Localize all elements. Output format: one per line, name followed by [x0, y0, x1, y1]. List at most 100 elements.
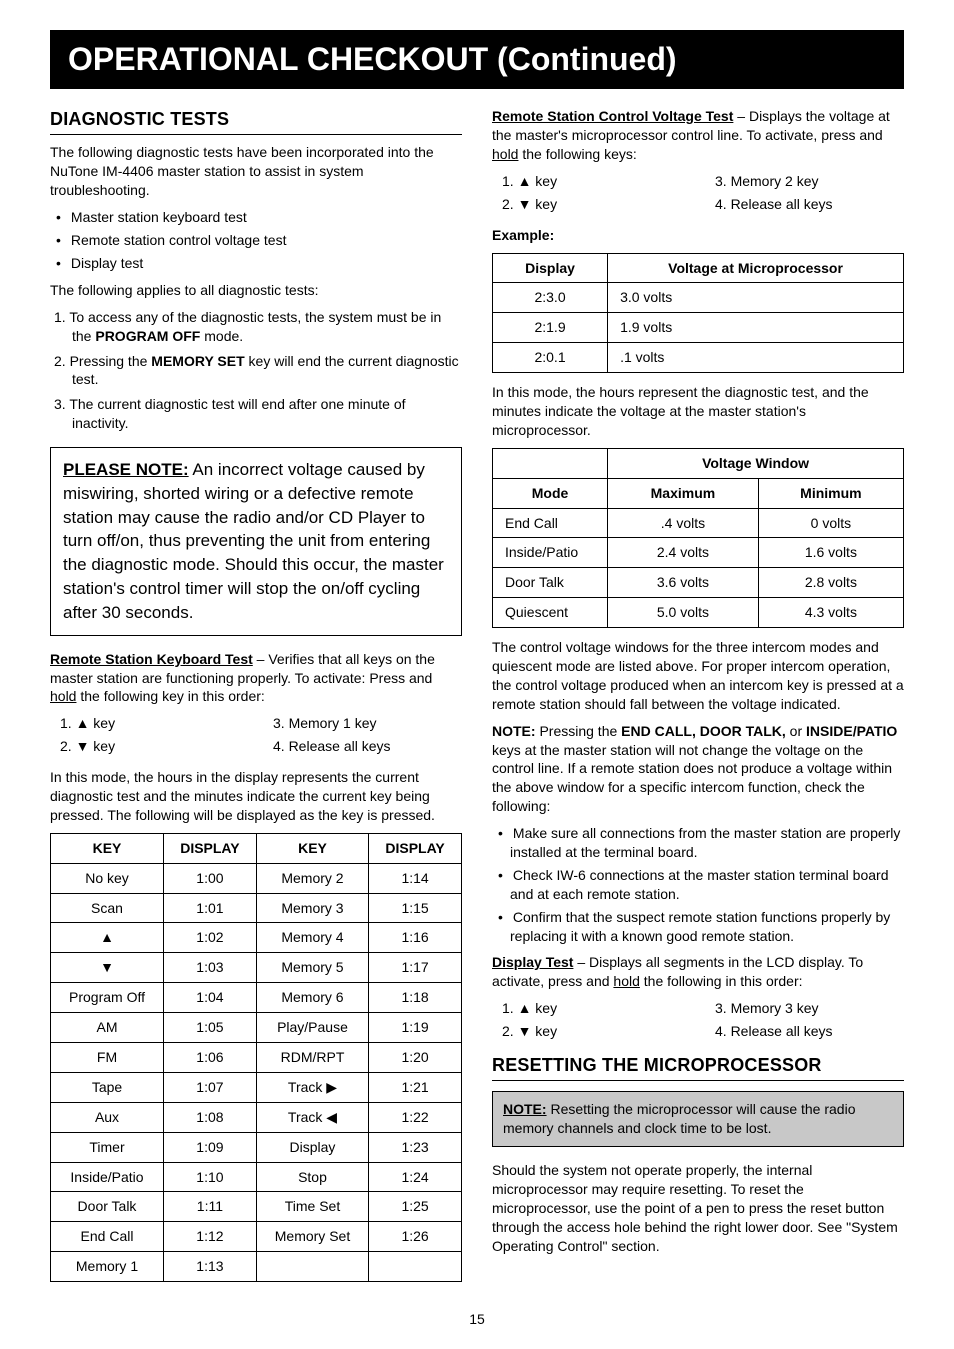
- table-cell: Memory 5: [256, 953, 368, 983]
- table-row: No key1:00Memory 21:14: [51, 863, 462, 893]
- table-cell: Memory 3: [256, 893, 368, 923]
- key-step: 4. Release all keys: [273, 737, 462, 756]
- table-row: 2:1.91.9 volts: [493, 313, 904, 343]
- bold-text: END CALL, DOOR TALK,: [621, 723, 786, 739]
- table-cell: 1:22: [369, 1102, 462, 1132]
- table-cell: Memory 1: [51, 1252, 164, 1282]
- table-cell: 2:1.9: [493, 313, 608, 343]
- table-cell: [256, 1252, 368, 1282]
- table-cell: 1:08: [164, 1102, 257, 1132]
- text: The current diagnostic test will end aft…: [69, 396, 405, 431]
- key-step: 2. ▼ key: [502, 195, 691, 214]
- reset-paragraph: Should the system not operate properly, …: [492, 1161, 904, 1255]
- table-cell: End Call: [493, 508, 608, 538]
- table-row: FM1:06RDM/RPT1:20: [51, 1043, 462, 1073]
- page-banner: OPERATIONAL CHECKOUT (Continued): [50, 30, 904, 89]
- voltage-test-para: Remote Station Control Voltage Test – Di…: [492, 107, 904, 164]
- applies-line: The following applies to all diagnostic …: [50, 281, 462, 300]
- table-cell: 1:18: [369, 983, 462, 1013]
- subsection-title: Remote Station Keyboard Test: [50, 651, 253, 667]
- table-row: ▲1:02Memory 41:16: [51, 923, 462, 953]
- table-cell: Track ◀: [256, 1102, 368, 1132]
- text: keys at the master station will not chan…: [492, 742, 892, 815]
- table-cell: 1:03: [164, 953, 257, 983]
- diagnostic-tests-heading: Diagnostic Tests: [50, 107, 462, 135]
- table-cell: 1:24: [369, 1162, 462, 1192]
- table-cell: 1:05: [164, 1013, 257, 1043]
- table-cell: 1:09: [164, 1132, 257, 1162]
- key-step: 1. ▲ key: [60, 714, 249, 733]
- subsection-title: Remote Station Control Voltage Test: [492, 108, 733, 124]
- table-cell: 2.4 volts: [608, 538, 759, 568]
- table-cell: 2.8 volts: [758, 568, 903, 598]
- table-cell: Memory 4: [256, 923, 368, 953]
- table-cell: Time Set: [256, 1192, 368, 1222]
- col-header: DISPLAY: [164, 833, 257, 863]
- col-header: KEY: [256, 833, 368, 863]
- table-cell: 4.3 volts: [758, 598, 903, 628]
- table-cell: Door Talk: [51, 1192, 164, 1222]
- key-step: 2. ▼ key: [502, 1022, 691, 1041]
- text: Pressing the: [70, 353, 152, 369]
- table-row: Door Talk1:11Time Set1:25: [51, 1192, 462, 1222]
- note-lead: NOTE:: [503, 1101, 547, 1117]
- table-cell: Play/Pause: [256, 1013, 368, 1043]
- two-column-layout: Diagnostic Tests The following diagnosti…: [50, 107, 904, 1292]
- list-item: Make sure all connections from the maste…: [492, 824, 904, 862]
- keyboard-test-para: Remote Station Keyboard Test – Verifies …: [50, 650, 462, 707]
- table-cell: Memory Set: [256, 1222, 368, 1252]
- table-cell: 1:07: [164, 1072, 257, 1102]
- table-cell: 3.6 volts: [608, 568, 759, 598]
- key-step: 3. Memory 3 key: [715, 999, 904, 1018]
- table-cell: 1:15: [369, 893, 462, 923]
- example-table: Display Voltage at Microprocessor 2:3.03…: [492, 253, 904, 374]
- list-item: Display test: [50, 254, 462, 273]
- table-cell: 1:02: [164, 923, 257, 953]
- list-item: Master station keyboard test: [50, 208, 462, 227]
- table-cell: Track ▶: [256, 1072, 368, 1102]
- mode-paragraph: In this mode, the hours in the display r…: [50, 768, 462, 825]
- right-column: Remote Station Control Voltage Test – Di…: [492, 107, 904, 1292]
- table-cell: 1:13: [164, 1252, 257, 1282]
- table-cell: 5.0 volts: [608, 598, 759, 628]
- table-cell: Quiescent: [493, 598, 608, 628]
- table-cell: 1:00: [164, 863, 257, 893]
- subsection-title: Display Test: [492, 954, 573, 970]
- text: mode.: [200, 328, 243, 344]
- table-row: Inside/Patio2.4 volts1.6 volts: [493, 538, 904, 568]
- note-body: Resetting the microprocessor will cause …: [503, 1101, 855, 1136]
- table-row: Inside/Patio1:10Stop1:24: [51, 1162, 462, 1192]
- table-cell: 2:0.1: [493, 343, 608, 373]
- table-row: Tape1:07Track ▶1:21: [51, 1072, 462, 1102]
- table-cell: Stop: [256, 1162, 368, 1192]
- table-cell: 1.9 volts: [608, 313, 904, 343]
- table-row: Quiescent5.0 volts4.3 volts: [493, 598, 904, 628]
- table-row: Program Off1:04Memory 61:18: [51, 983, 462, 1013]
- col-header: DISPLAY: [369, 833, 462, 863]
- key-display-table: KEY DISPLAY KEY DISPLAY No key1:00Memory…: [50, 833, 462, 1282]
- key-step: 1. ▲ key: [502, 172, 691, 191]
- key-step: 2. ▼ key: [60, 737, 249, 756]
- table-cell: Door Talk: [493, 568, 608, 598]
- col-header: Minimum: [758, 478, 903, 508]
- table-cell: End Call: [51, 1222, 164, 1252]
- note-lead: NOTE:: [492, 723, 536, 739]
- table-cell: 2:3.0: [493, 283, 608, 313]
- table-cell: ▲: [51, 923, 164, 953]
- bold-text: INSIDE/PATIO: [806, 723, 897, 739]
- example-label: Example:: [492, 226, 904, 245]
- table-cell: Inside/Patio: [51, 1162, 164, 1192]
- table-row: End Call.4 volts0 volts: [493, 508, 904, 538]
- table-cell: 1:20: [369, 1043, 462, 1073]
- table-cell: Aux: [51, 1102, 164, 1132]
- display-test-para: Display Test – Displays all segments in …: [492, 953, 904, 991]
- table-cell: 3.0 volts: [608, 283, 904, 313]
- table-cell: No key: [51, 863, 164, 893]
- table-cell: 1:19: [369, 1013, 462, 1043]
- check-list: Make sure all connections from the maste…: [492, 824, 904, 945]
- table-cell: Scan: [51, 893, 164, 923]
- col-header: Display: [493, 253, 608, 283]
- note-paragraph: NOTE: Pressing the END CALL, DOOR TALK, …: [492, 722, 904, 816]
- table-cell: 1:21: [369, 1072, 462, 1102]
- key-step: 1. ▲ key: [502, 999, 691, 1018]
